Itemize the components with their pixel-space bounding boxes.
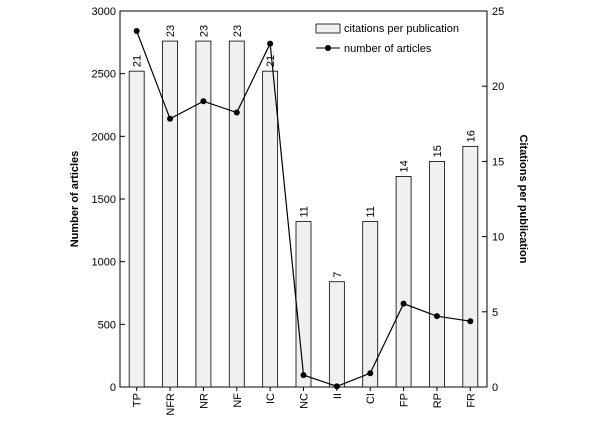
left-tick-label: 1500	[92, 194, 116, 206]
x-tick-label: NR	[198, 393, 210, 409]
data-point	[200, 98, 207, 105]
bar	[262, 70, 279, 388]
bar-data-label: 14	[399, 160, 411, 172]
data-point	[167, 115, 174, 122]
bar	[195, 40, 212, 388]
x-tick-label: II	[332, 393, 344, 399]
x-axis: TP NFR NR NF IC NC II CI FP RP FR	[132, 387, 477, 416]
right-tick-label: 5	[492, 307, 498, 319]
bar-data-label: 23	[232, 25, 244, 37]
right-tick-label: 15	[492, 156, 504, 168]
data-point	[267, 40, 274, 47]
data-point	[233, 109, 240, 116]
legend-bar-label: citations per publication	[344, 23, 459, 35]
data-point	[433, 313, 440, 320]
x-tick-label: NF	[232, 393, 244, 408]
x-tick-label: NC	[299, 393, 311, 409]
data-point	[400, 300, 407, 307]
x-tick-label: FR	[465, 393, 477, 408]
bar	[162, 40, 178, 388]
bar-data-label: 21	[265, 55, 277, 67]
x-tick-label: TP	[132, 393, 144, 407]
data-point	[133, 28, 140, 35]
bar-data-label: 16	[465, 130, 477, 142]
bar-data-label: 15	[432, 145, 444, 157]
left-axis: 0 500 1000 1500 2000 2500 3000	[92, 6, 125, 394]
right-tick-label: 10	[492, 232, 504, 244]
left-axis-title: Number of articles	[69, 151, 81, 248]
left-tick-label: 2500	[92, 69, 116, 81]
right-tick-label: 0	[492, 382, 498, 394]
legend-line-label: number of articles	[344, 43, 432, 55]
bar-data-label: 21	[132, 55, 144, 67]
data-point	[467, 318, 474, 325]
bar-labels-layer: 21 23 23 23 21 11 7 11 14 15 16	[132, 25, 478, 278]
bar	[328, 281, 345, 388]
bar-data-label: 23	[165, 25, 177, 37]
line-layer	[133, 28, 474, 390]
bar	[295, 221, 312, 388]
bar	[429, 160, 445, 388]
bars-layer	[128, 40, 479, 388]
bar	[228, 40, 245, 388]
x-tick-label: FP	[399, 393, 411, 407]
data-point	[333, 383, 340, 390]
left-tick-label: 0	[110, 382, 116, 394]
x-tick-label: CI	[365, 393, 377, 404]
left-tick-label: 1000	[92, 257, 116, 269]
bar	[128, 70, 145, 388]
bar-data-label: 11	[365, 206, 377, 217]
right-axis-title: Citations per publication	[517, 135, 529, 264]
legend-line-marker	[325, 45, 331, 51]
bar	[395, 176, 412, 388]
legend: citations per publication number of arti…	[315, 23, 459, 55]
x-tick-label: RP	[432, 393, 444, 408]
right-tick-label: 20	[492, 81, 504, 93]
bar-data-label: 7	[332, 272, 344, 278]
right-axis: 0 5 10 15 20 25	[482, 6, 504, 394]
x-tick-label: NFR	[165, 393, 177, 416]
left-tick-label: 3000	[92, 6, 116, 18]
data-point	[300, 372, 307, 379]
data-point	[367, 370, 374, 377]
bar-data-label: 23	[198, 25, 210, 37]
left-tick-label: 500	[98, 319, 116, 331]
legend-bar-swatch	[315, 23, 341, 34]
right-tick-label: 25	[492, 6, 504, 18]
bar-data-label: 11	[299, 206, 311, 217]
left-tick-label: 2000	[92, 131, 116, 143]
bar	[462, 145, 479, 388]
x-tick-label: IC	[265, 393, 277, 404]
